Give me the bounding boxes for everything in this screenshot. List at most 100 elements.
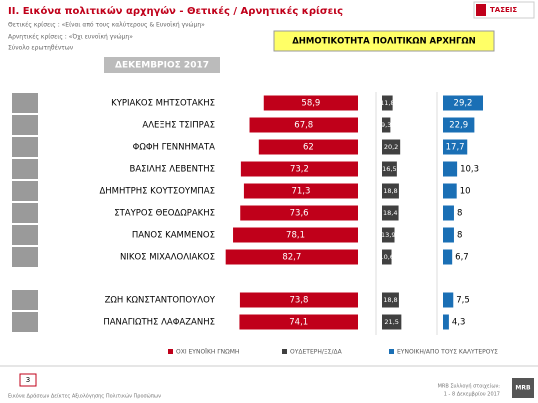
photo [12,159,38,179]
subtitle: Αρνητικές κρίσεις : «Όχι ευνοϊκή γνώμη» [8,34,133,41]
bar [225,249,358,265]
photo [12,247,38,267]
value-label: 20,2 [384,143,398,151]
footer-left: Εικόνα Δράσεων Δείκτες Αξιολόγησης Πολιτ… [8,393,161,400]
brand-box [512,378,534,398]
value-label: 13,9 [381,231,395,239]
value-label: 21,5 [384,318,398,326]
bar [443,117,475,133]
photo [12,203,38,223]
legend-label: ΟΥΔΕΤΕΡΗ/ΞΣ/ΔΑ [290,349,343,356]
bar [243,183,358,199]
category-label: ΦΩΦΗ ΓΕΝΝΗΜΑΤΑ [133,143,216,153]
logo: ΤΑΣΕΙΣ [490,6,517,14]
category-label: ΣΤΑΥΡΟΣ ΘΕΟΔΩΡΑΚΗΣ [114,209,215,219]
value-label: 9,3 [381,121,391,129]
bar [382,183,399,199]
subtitle: Σύνολο ερωτηθέντων [8,45,74,52]
value-label: 73,8 [289,296,308,306]
value-label: 18,8 [383,296,397,304]
value-label: 71,3 [291,187,310,197]
bar [382,117,391,133]
photo [12,312,38,332]
category-label: ΑΛΕΞΗΣ ΤΣΙΠΡΑΣ [142,121,215,131]
footer-source: MRB Συλλογή στοιχείων: [438,383,501,390]
legend-label: ΕΥΝΟΙΚΗ/ΑΠΟ ΤΟΥΣ ΚΑΛΥΤΕΡΟΥΣ [397,349,498,356]
value-label: 78,1 [286,231,305,241]
photo [12,181,38,201]
logo-mark [476,4,486,16]
value-label: 18,4 [383,209,397,217]
page-number: 3 [26,376,30,384]
bar [382,205,399,221]
brand: MRB [515,385,531,392]
value-label: 74,1 [289,318,308,328]
bar [233,227,358,243]
bar [258,139,358,155]
box-title-bg [273,30,495,52]
photo [12,115,38,135]
category-label: ΚΥΡΙΑΚΟΣ ΜΗΤΣΟΤΑΚΗΣ [111,99,215,109]
value-label: 18,8 [383,187,397,195]
value-label: 67,8 [294,121,313,131]
bar [240,161,358,177]
value-label: 58,9 [301,99,320,109]
value-label: 73,6 [290,209,309,219]
value-label: 62 [303,143,314,153]
value-label: 11,8 [380,99,394,107]
bar [443,292,454,308]
value-label: 10 [460,187,471,197]
bar [382,139,401,155]
bar [382,95,393,111]
category-label: ΖΩΗ ΚΩΝΣΤΑΝΤΟΠΟΥΛΟΥ [105,296,216,306]
legend-label: ΟΧΙ ΕΥΝΟΪΚΗ ΓΝΩΜΗ [176,349,239,356]
bar [443,314,449,330]
category-label: ΠΑΝΟΣ ΚΑΜΜΕΝΟΣ [132,231,215,241]
bar [443,205,454,221]
bar [443,161,458,177]
subtitle: Θετικές κρίσεις : «Είναι από τους καλύτε… [8,22,205,29]
page-box [19,373,37,387]
value-label: 6,7 [455,253,469,263]
value-label: 16,5 [382,165,396,173]
bar [239,292,358,308]
category-label: ΒΑΣΙΛΗΣ ΛΕΒΕΝΤΗΣ [129,165,215,175]
value-label: 8 [457,231,462,241]
bar [382,249,392,265]
bar [382,292,399,308]
value-label: 22,9 [449,121,468,131]
bar [249,117,358,133]
legend-swatch [168,349,173,354]
category-label: ΔΗΜΗΤΡΗΣ ΚΟΥΤΣΟΥΜΠΑΣ [99,187,215,197]
value-label: 8 [457,209,462,219]
bar [382,227,395,243]
bar [382,161,397,177]
bar [239,314,358,330]
value-label: 73,2 [290,165,309,175]
value-label: 10,3 [460,165,479,175]
value-label: 29,2 [454,99,473,109]
box-title: ΔΗΜΟΤΙΚΟΤΗΤΑ ΠΟΛΙΤΙΚΩΝ ΑΡΧΗΓΩΝ [292,37,476,47]
period: ΔΕΚΕΜΒΡΙΟΣ 2017 [115,61,209,71]
photo [12,225,38,245]
bar [263,95,358,111]
bar [382,314,402,330]
logo-box [473,1,535,19]
bar [443,183,457,199]
category-label: ΠΑΝΑΓΙΩΤΗΣ ΛΑΦΑΖΑΝΗΣ [103,318,215,328]
value-label: 82,7 [282,253,301,263]
bar [443,227,454,243]
period-bg [104,57,220,73]
value-label: 4,3 [452,318,466,328]
value-label: 7,5 [456,296,470,306]
legend-swatch [389,349,394,354]
legend-swatch [282,349,287,354]
bar [443,95,484,111]
bar [240,205,358,221]
bar [443,139,468,155]
photo [12,290,38,310]
footer-dates: 1 - 8 Δεκεμβρίου 2017 [444,391,500,398]
value-label: 17,7 [446,143,465,153]
photo [12,137,38,157]
photo [12,93,38,113]
